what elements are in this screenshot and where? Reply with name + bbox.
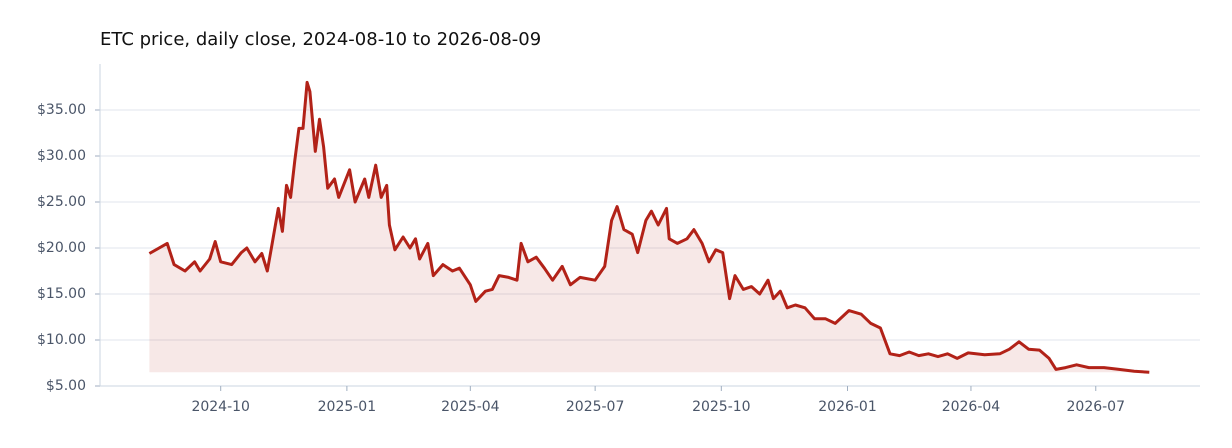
y-tick-label: $5.00 xyxy=(46,378,86,394)
x-tick-label: 2026-07 xyxy=(1067,399,1126,415)
y-tick-label: $20.00 xyxy=(37,240,86,256)
y-tick-label: $10.00 xyxy=(37,332,86,348)
y-tick-label: $35.00 xyxy=(37,102,86,118)
x-tick-label: 2026-04 xyxy=(942,399,1001,415)
x-tick-label: 2026-01 xyxy=(818,399,877,415)
y-tick-label: $30.00 xyxy=(37,148,86,164)
x-tick-label: 2025-07 xyxy=(566,399,625,415)
price-line xyxy=(148,80,1150,374)
x-tick-label: 2025-04 xyxy=(441,399,500,415)
chart-title: ETC price, daily close, 2024-08-10 to 20… xyxy=(100,29,541,50)
area xyxy=(149,82,1150,373)
x-tick-label: 2025-10 xyxy=(692,399,751,415)
x-tick-label: 2025-01 xyxy=(318,399,377,415)
y-tick-label: $15.00 xyxy=(37,286,86,302)
x-tick-label: 2024-10 xyxy=(191,399,250,415)
y-tick-label: $25.00 xyxy=(37,194,86,210)
